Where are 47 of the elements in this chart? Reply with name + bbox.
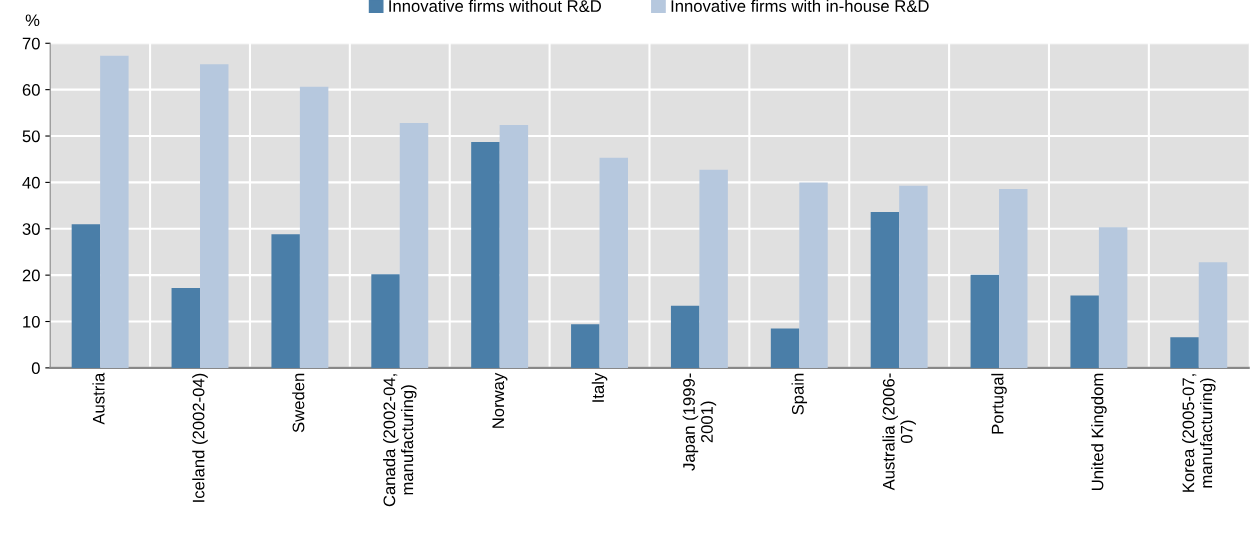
x-tick-label: Italy [591, 372, 608, 402]
bar [299, 86, 329, 368]
y-tick-label: 20 [22, 269, 40, 282]
legend-label: Innovative firms with in-house R&D [671, 0, 929, 12]
bar [399, 123, 429, 368]
bar [71, 224, 101, 368]
y-tick-label: 0 [31, 362, 40, 375]
y-tick-label: 50 [22, 130, 40, 143]
bar [899, 185, 928, 368]
bar [571, 324, 600, 368]
bar [599, 157, 628, 368]
bar [1098, 227, 1128, 368]
x-tick-label: Korea (2005-07, manufacturing) [1182, 374, 1216, 492]
y-axis-title: % [25, 14, 40, 27]
x-tick-label: Norway [492, 372, 508, 428]
bar [699, 169, 728, 368]
bar [100, 55, 129, 368]
x-tick-label: Australia (2006- 07) [882, 373, 916, 491]
bar [770, 328, 800, 368]
x-tick-label: Canada (2002-04, manufacturing) [383, 374, 417, 507]
bar [371, 274, 400, 368]
bar [271, 234, 300, 368]
y-tick-label: 10 [23, 315, 40, 328]
bar [799, 182, 828, 368]
x-tick-label: United Kingdom [1091, 373, 1107, 491]
x-tick-label: Austria [92, 372, 105, 425]
bar [1070, 295, 1099, 368]
x-tick-label: Sweden [292, 373, 305, 433]
y-tick-label: 70 [22, 37, 40, 50]
bar [1198, 262, 1228, 368]
bar [670, 305, 700, 368]
y-tick-label: 60 [22, 84, 40, 96]
bar [1170, 337, 1199, 368]
bar [471, 142, 500, 368]
bar [200, 64, 229, 368]
y-tick-label: 40 [22, 176, 40, 189]
y-tick-label: 30 [22, 223, 40, 235]
x-tick-label: Iceland (2002-04) [192, 373, 208, 502]
bar [171, 288, 201, 368]
bar [870, 212, 900, 368]
bar [970, 274, 1000, 368]
legend-label: Innovative firms without R&D [389, 0, 601, 12]
x-tick-label: Spain [791, 373, 808, 415]
x-tick-label: Portugal [991, 373, 1007, 434]
bar [999, 188, 1028, 368]
bar [499, 124, 529, 368]
x-tick-label: Japan (1999- 2001) [682, 373, 717, 471]
